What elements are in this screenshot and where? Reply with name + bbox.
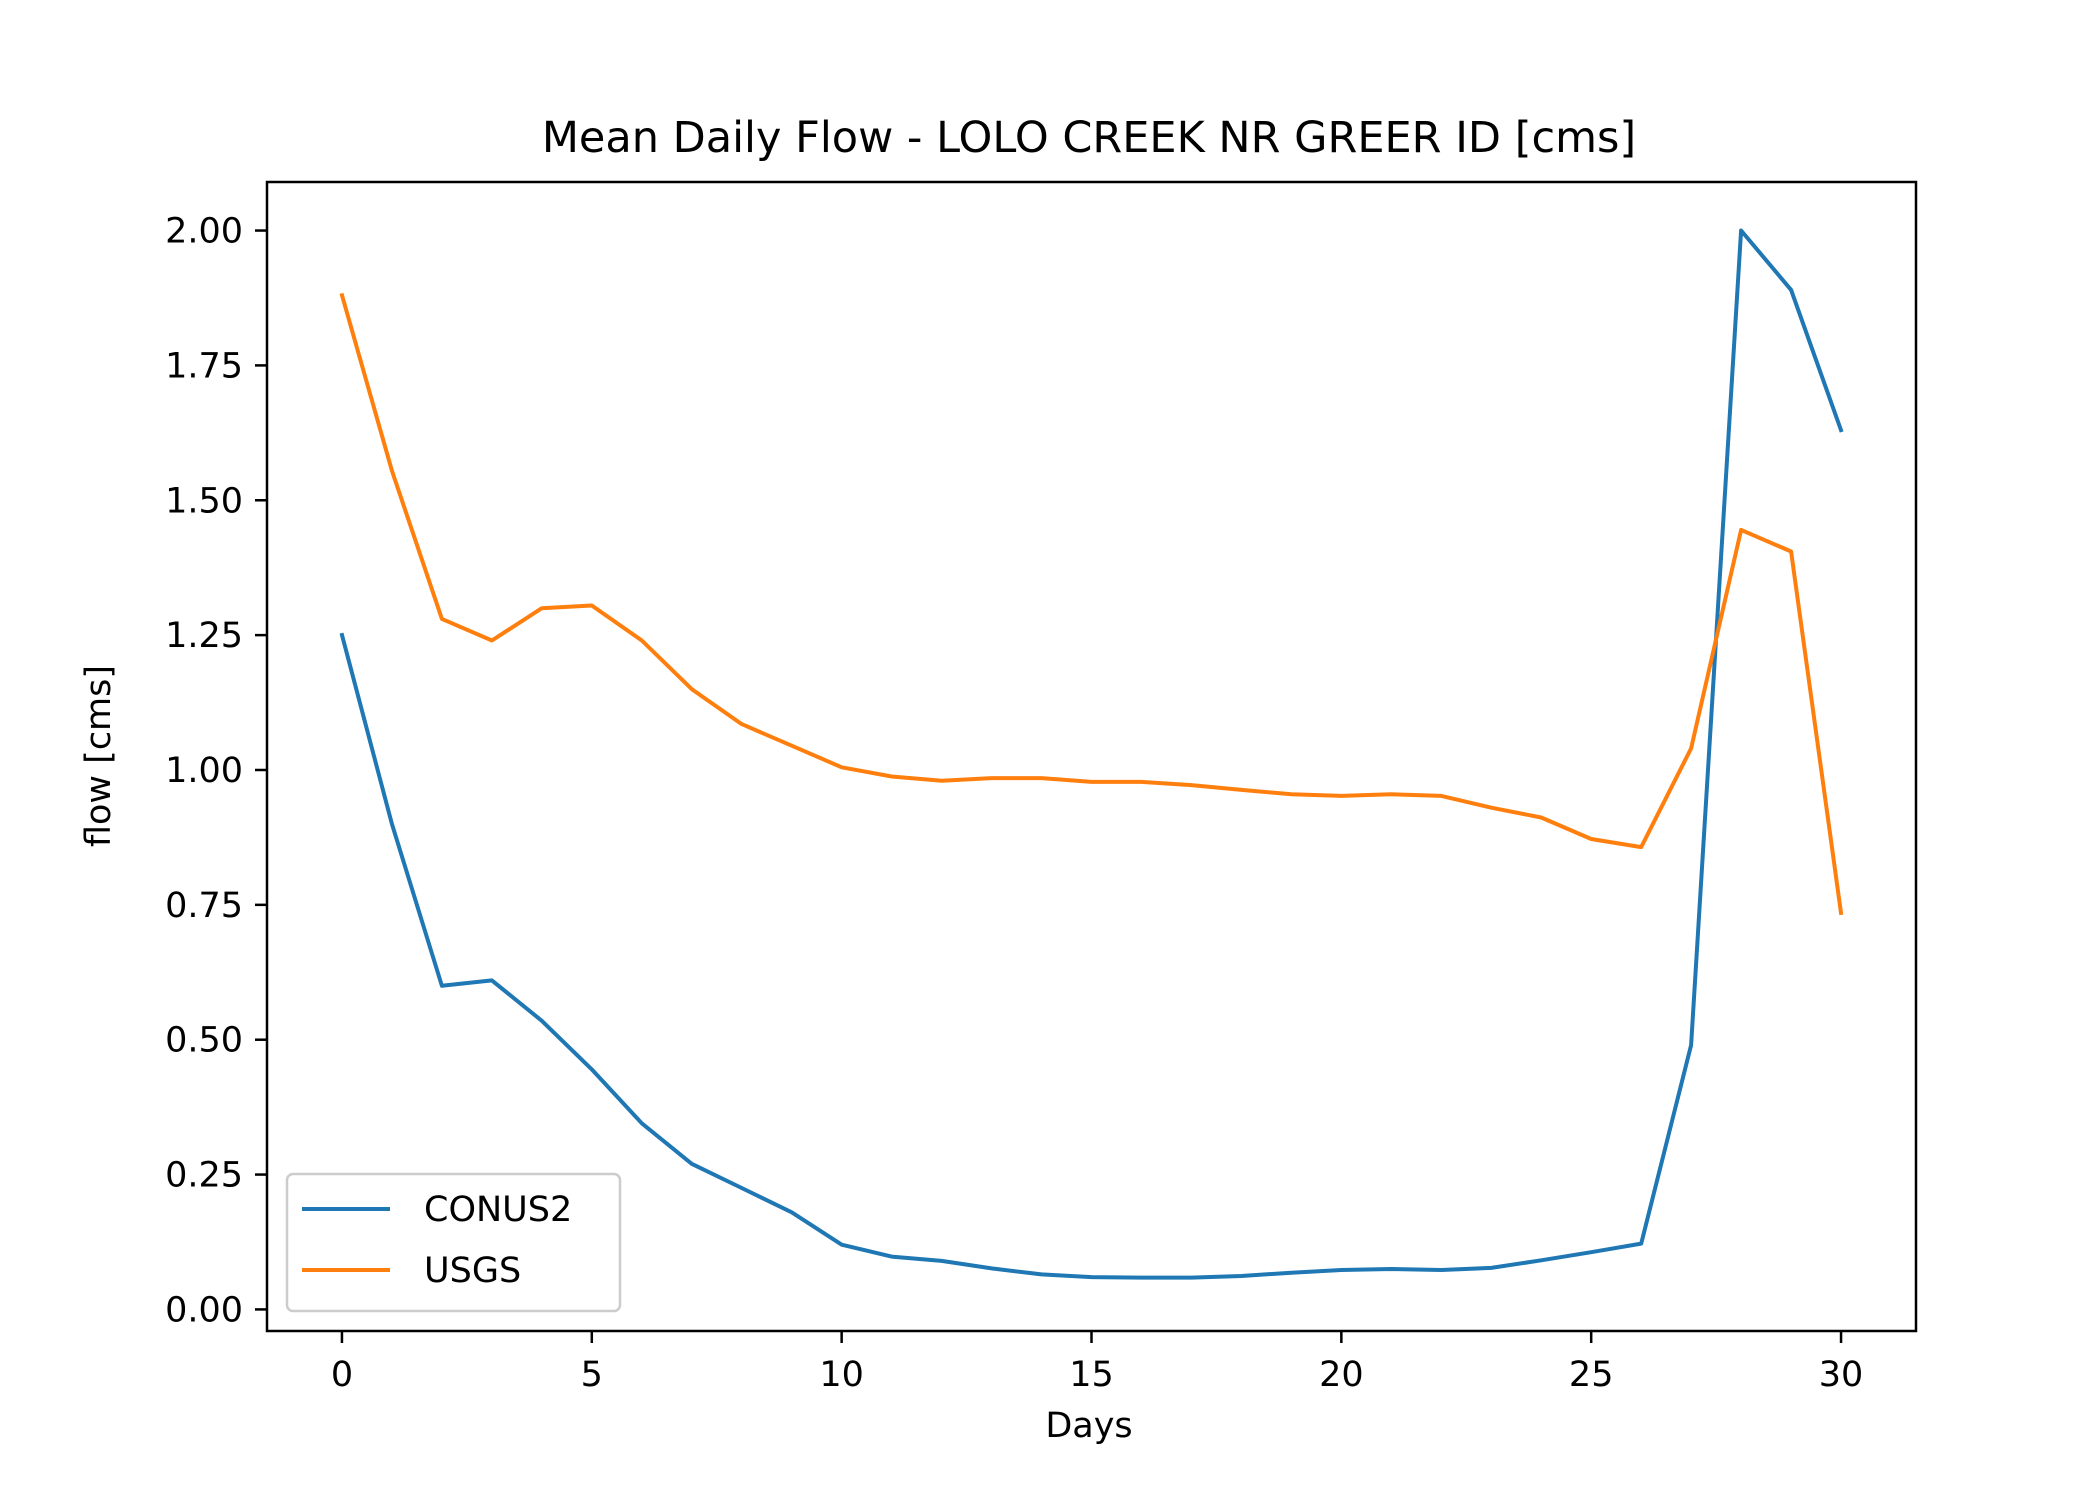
y-tick-label: 1.50	[165, 481, 243, 521]
legend: CONUS2 USGS	[285, 1172, 622, 1313]
legend-label-conus2: CONUS2	[424, 1190, 572, 1230]
y-axis-title: flow [cms]	[79, 665, 119, 847]
x-tick-label: 20	[1319, 1355, 1364, 1395]
y-tick-label: 0.25	[165, 1156, 243, 1196]
series-line-conus2	[339, 228, 1844, 1280]
x-tick-label: 30	[1819, 1355, 1864, 1395]
y-tick-label: 0.75	[165, 886, 243, 926]
y-tick-label: 1.25	[165, 616, 243, 656]
chart-title: Mean Daily Flow - LOLO CREEK NR GREER ID…	[542, 113, 1636, 163]
y-tick-label: 0.00	[165, 1290, 243, 1330]
y-tick-label: 1.00	[165, 751, 243, 791]
legend-label-usgs: USGS	[424, 1251, 521, 1291]
x-tick-label: 25	[1569, 1355, 1614, 1395]
x-axis: 0 5 10 15 20 25 30	[331, 1331, 1864, 1395]
series-line-usgs	[339, 292, 1844, 916]
x-tick-label: 5	[581, 1355, 603, 1395]
y-axis: 0.00 0.25 0.50 0.75 1.00 1.25 1.50 1.75 2.00	[165, 212, 267, 1330]
y-tick-label: 1.75	[165, 346, 243, 386]
x-tick-label: 15	[1069, 1355, 1114, 1395]
y-tick-label: 2.00	[165, 212, 243, 252]
plot-area	[339, 228, 1844, 1280]
y-tick-label: 0.50	[165, 1021, 243, 1061]
x-axis-title: Days	[1045, 1406, 1132, 1446]
x-tick-label: 10	[819, 1355, 864, 1395]
x-tick-label: 0	[331, 1355, 353, 1395]
